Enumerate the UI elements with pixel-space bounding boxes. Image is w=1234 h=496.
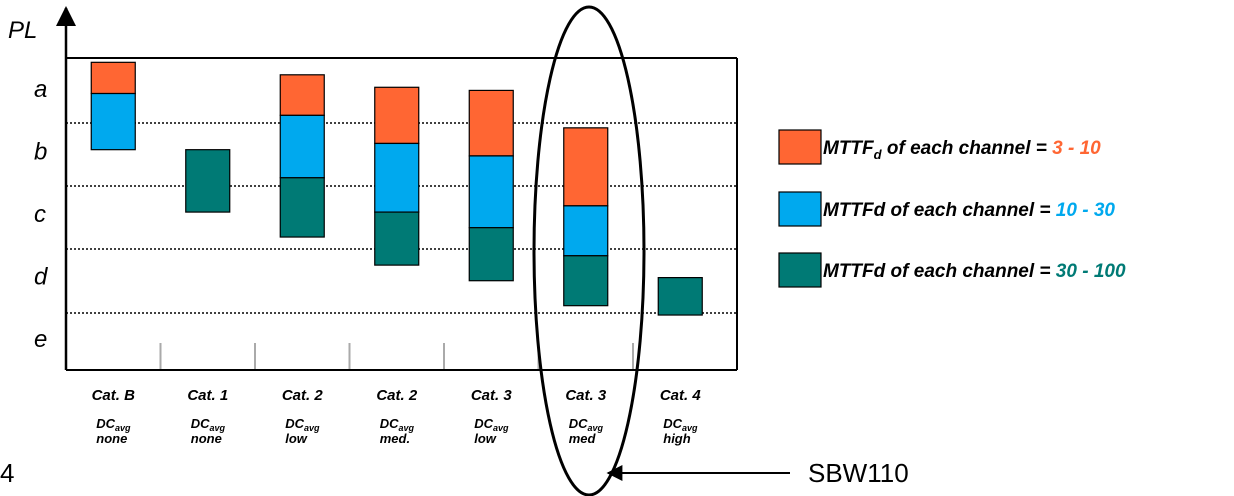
dc-level-label: med <box>569 431 597 446</box>
dc-level-label: med. <box>380 431 410 446</box>
bar-segment-teal <box>279 177 325 238</box>
legend-swatch-blue <box>778 191 822 227</box>
highlight-ellipse <box>532 5 646 496</box>
bar-segment-teal <box>374 211 420 266</box>
dc-label: DCavg <box>663 416 698 433</box>
legend-label: MTTFd of each channel = 30 - 100 <box>823 261 1126 282</box>
dc-level-label: none <box>191 431 222 446</box>
category-label: Cat. B <box>92 387 136 404</box>
bar-segment-blue <box>279 114 325 179</box>
bar-segment-blue <box>374 142 420 213</box>
category-label: Cat. 2 <box>376 387 418 404</box>
level-label-a: a <box>34 76 47 103</box>
legend-label: MTTFd of each channel = 10 - 30 <box>823 200 1115 221</box>
dc-label: DCavg <box>191 416 226 433</box>
annotation-label: SBW110 <box>808 458 909 488</box>
level-label-b: b <box>34 139 47 166</box>
bar-segment-orange <box>374 86 420 145</box>
bar-segment-teal <box>657 277 703 316</box>
legend: MTTFd of each channel = 3 - 10 MTTFd of e… <box>778 129 1126 288</box>
bar-segment-blue <box>468 155 514 229</box>
dc-label: DCavg <box>96 416 131 433</box>
legend-swatch-orange <box>778 129 822 165</box>
legend-swatch-teal <box>778 252 822 288</box>
column-dividers <box>159 343 634 370</box>
level-label-d: d <box>34 263 48 290</box>
dc-level-label: low <box>285 431 308 446</box>
bar-segment-teal <box>563 255 609 307</box>
bar-segment-teal <box>468 227 514 282</box>
dc-level-label: high <box>663 431 690 446</box>
page-number: 4 <box>0 458 14 488</box>
pl-level-labels: a b c d e <box>34 76 48 353</box>
dc-label: DCavg <box>380 416 415 433</box>
bar-segment-teal <box>185 149 231 213</box>
bar-segment-orange <box>90 61 136 95</box>
dc-level-label: low <box>474 431 497 446</box>
category-label: Cat. 1 <box>187 387 228 404</box>
bar-segment-orange <box>468 89 514 157</box>
bar-segment-orange <box>563 127 609 207</box>
level-label-e: e <box>34 326 47 353</box>
dc-label: DCavg <box>474 416 509 433</box>
bar-segment-orange <box>279 74 325 116</box>
dc-level-label: none <box>96 431 127 446</box>
bar-columns <box>90 61 703 316</box>
dc-label: DCavg <box>569 416 604 433</box>
category-label: Cat. 2 <box>282 387 324 404</box>
bar-segment-blue <box>90 92 136 151</box>
category-label: Cat. 3 <box>565 387 607 404</box>
category-label: Cat. 4 <box>660 387 702 404</box>
bar-segment-blue <box>563 205 609 257</box>
level-label-c: c <box>34 201 46 228</box>
category-label: Cat. 3 <box>471 387 513 404</box>
legend-label: MTTFd of each channel = 3 - 10 <box>823 138 1101 162</box>
y-axis-title: PL <box>8 17 37 44</box>
dc-label: DCavg <box>285 416 320 433</box>
